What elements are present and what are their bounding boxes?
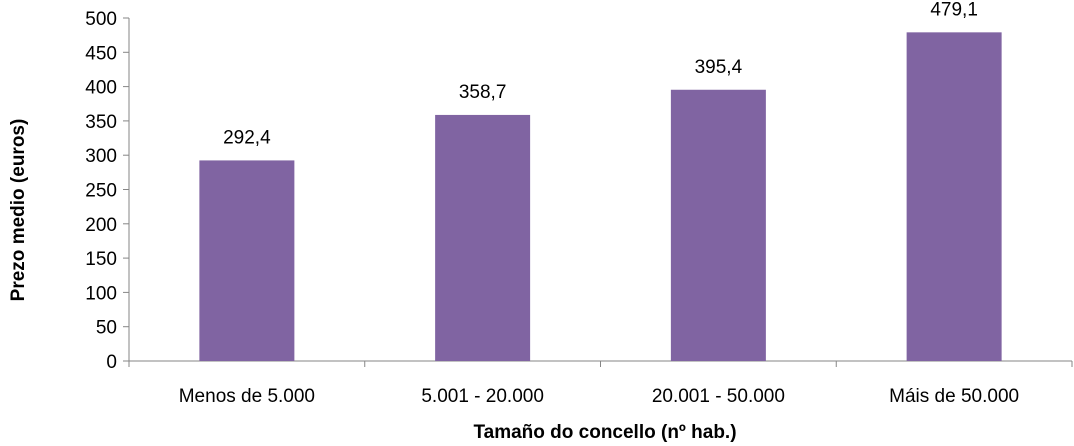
y-tick-label: 200: [85, 215, 117, 236]
x-tick-label: Máis de 50.000: [889, 386, 1019, 407]
y-tick-label: 0: [106, 352, 117, 373]
bar: [199, 160, 295, 361]
y-tick-label: 300: [85, 146, 117, 167]
data-labels: 292,4 358,7 395,4 479,1: [223, 0, 978, 148]
y-tick-label: 450: [85, 43, 117, 64]
x-tick-label: 20.001 - 50.000: [652, 386, 785, 407]
bar: [906, 32, 1002, 361]
data-label: 395,4: [695, 57, 743, 78]
y-tick-label: 50: [96, 318, 117, 339]
y-tick-label: 400: [85, 78, 117, 99]
x-axis-title: Tamaño do concello (nº hab.): [473, 422, 736, 443]
x-axis: Menos de 5.000 5.001 - 20.000 20.001 - 50.…: [128, 360, 1073, 407]
y-tick-label: 100: [85, 283, 117, 304]
x-tick-label: Menos de 5.000: [179, 386, 315, 407]
y-tick-label: 150: [85, 249, 117, 270]
x-tick-label: 5.001 - 20.000: [421, 386, 544, 407]
bar: [670, 89, 766, 361]
y-tick-label: 250: [85, 181, 117, 202]
bar: [435, 114, 531, 362]
bars: [199, 32, 1002, 362]
data-label: 479,1: [930, 0, 978, 20]
y-axis-title: Prezo medio (euros): [8, 119, 29, 302]
data-label: 292,4: [223, 127, 271, 148]
y-axis: 0 50 100 150 200 250 300 350 400 450 500: [85, 9, 130, 373]
y-tick-label: 350: [85, 112, 117, 133]
y-tick-label: 500: [85, 9, 117, 30]
data-label: 358,7: [459, 82, 507, 103]
